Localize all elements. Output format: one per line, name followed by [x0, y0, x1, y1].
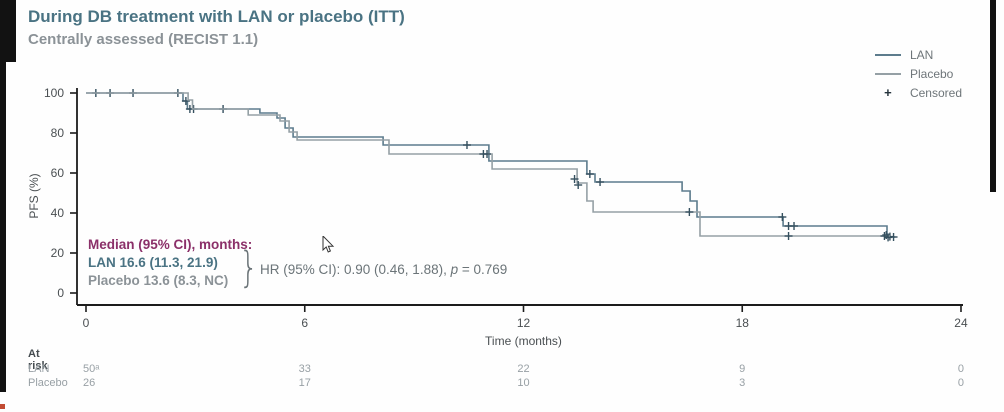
hr-prefix: HR (95% CI): 0.90 (0.46, 1.88), — [260, 262, 451, 277]
x-axis-title: Time (months) — [485, 334, 562, 348]
at-risk-row-label-lan: LAN — [28, 363, 50, 375]
km-curve-lan — [86, 92, 896, 238]
video-progress-dot — [0, 404, 5, 409]
x-tick-label: 6 — [301, 316, 308, 330]
y-tick-label: 80 — [51, 126, 65, 140]
legend-label-censored: Censored — [909, 85, 962, 100]
at-risk-header: At risk — [28, 348, 48, 372]
y-tick-label: 40 — [51, 206, 65, 220]
at-risk-value: 50ᵃ — [83, 363, 100, 375]
x-tick-label: 12 — [517, 316, 531, 330]
at-risk-value: 9 — [739, 363, 746, 375]
legend-label-placebo: Placebo — [909, 66, 954, 81]
lan-line-swatch — [874, 53, 901, 56]
at-risk-value: 3 — [739, 377, 746, 389]
hr-suffix: = 0.769 — [458, 262, 508, 277]
median-label: Median (95% CI), months: — [88, 237, 253, 252]
at-risk-value: 0 — [957, 363, 965, 375]
mouse-cursor-icon — [322, 236, 335, 253]
y-tick-label: 20 — [51, 246, 65, 260]
km-curve-placebo — [86, 92, 890, 237]
at-risk-value: 17 — [298, 377, 311, 389]
at-risk-value: 22 — [517, 363, 530, 375]
curly-brace: } — [239, 243, 259, 293]
frame-left-bar — [0, 0, 6, 392]
at-risk-value: 26 — [83, 377, 96, 389]
at-risk-value: 33 — [298, 363, 311, 375]
legend-item-censored: + Censored — [875, 83, 962, 102]
x-tick-label: 0 — [83, 316, 90, 330]
legend: LAN Placebo + Censored — [874, 45, 962, 102]
page-subtitle: Centrally assessed (RECIST 1.1) — [28, 31, 259, 48]
y-tick-label: 100 — [44, 86, 64, 100]
page-title: During DB treatment with LAN or placebo … — [28, 7, 405, 26]
placebo-median-value: Placebo 13.6 (8.3, NC) — [88, 273, 229, 288]
frame-right-bar — [990, 0, 996, 192]
placebo-line-swatch — [874, 72, 901, 75]
legend-item-lan: LAN — [874, 45, 962, 64]
censored-plus-icon: + — [884, 85, 892, 100]
hazard-ratio-text: HR (95% CI): 0.90 (0.46, 1.88), p = 0.76… — [260, 262, 507, 277]
legend-label-lan: LAN — [909, 47, 934, 62]
at-risk-value: 0 — [957, 377, 965, 389]
y-axis-title: PFS (%) — [27, 173, 41, 218]
lan-median-value: LAN 16.6 (11.3, 21.9) — [88, 255, 218, 270]
median-stats-box: Median (95% CI), months: LAN 16.6 (11.3,… — [88, 236, 252, 290]
at-risk-value: 10 — [517, 377, 530, 389]
hr-p: p — [450, 262, 459, 277]
x-tick-label: 18 — [736, 316, 750, 330]
y-tick-label: 60 — [51, 166, 65, 180]
y-tick-label: 0 — [57, 286, 64, 300]
legend-item-placebo: Placebo — [874, 64, 962, 83]
x-tick-label: 24 — [954, 316, 968, 330]
at-risk-row-label-placebo: Placebo — [28, 377, 68, 389]
